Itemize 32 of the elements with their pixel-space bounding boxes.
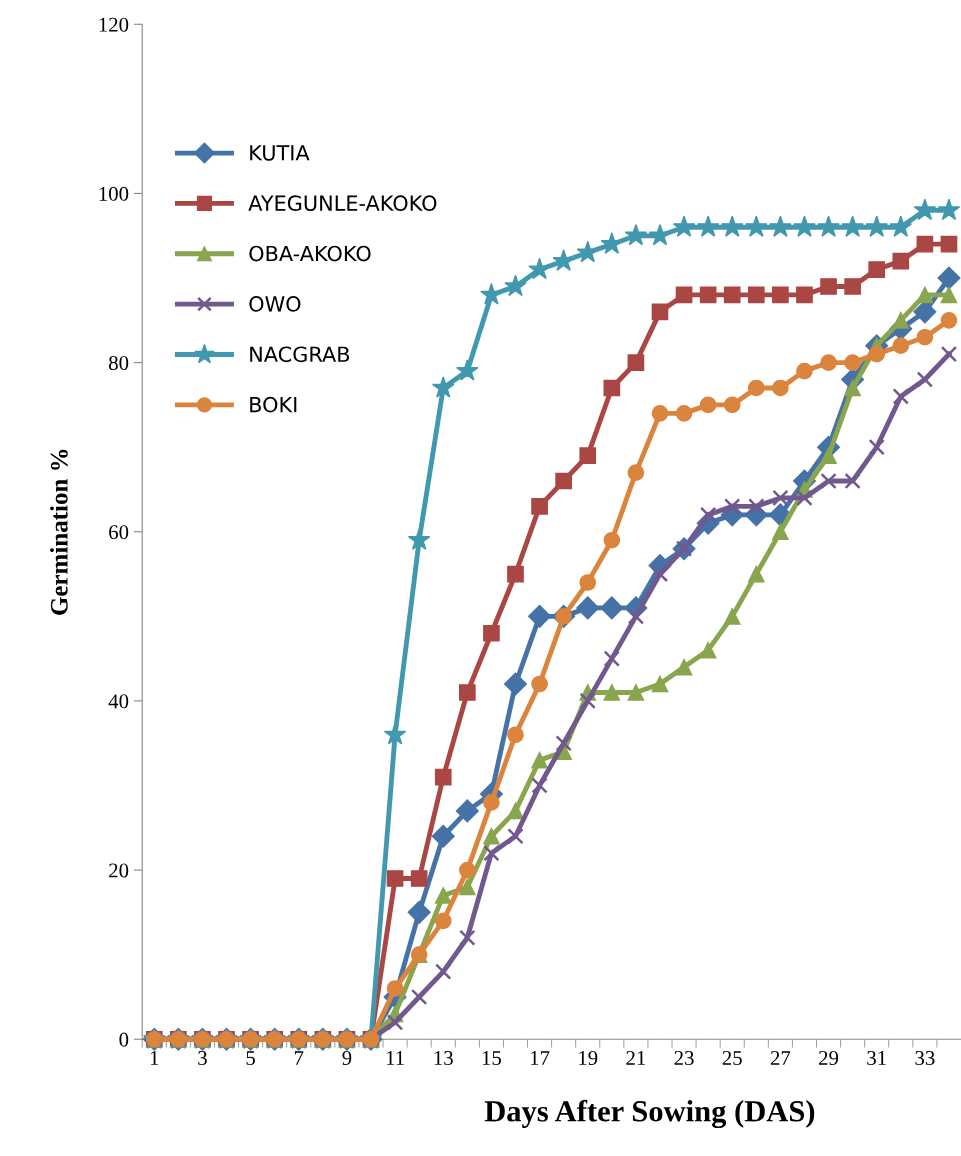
legend-label: AYEGUNLE-AKOKO bbox=[248, 195, 437, 212]
x-tick-label: 15 bbox=[482, 1051, 502, 1066]
y-tick-label: 40 bbox=[108, 694, 129, 709]
y-tick-label: 60 bbox=[109, 525, 129, 540]
y-tick-label: 100 bbox=[99, 186, 129, 201]
legend-label: OBA-AKOKO bbox=[249, 245, 371, 262]
x-tick-label: 13 bbox=[434, 1051, 453, 1066]
x-tick-label: 33 bbox=[915, 1051, 935, 1066]
x-tick-label: 17 bbox=[530, 1051, 550, 1065]
x-tick-label: 21 bbox=[626, 1051, 646, 1065]
x-tick-label: 11 bbox=[386, 1051, 404, 1065]
x-tick-label: 3 bbox=[198, 1051, 207, 1066]
legend-label: NACGRAB bbox=[250, 346, 350, 363]
x-tick-label: 25 bbox=[722, 1051, 742, 1066]
y-tick-label: 120 bbox=[99, 17, 129, 32]
y-tick-label: 20 bbox=[109, 863, 129, 878]
x-axis-title: Days After Sowing (DAS) bbox=[484, 1099, 815, 1129]
x-tick-label: 9 bbox=[342, 1051, 352, 1066]
legend-label: OWO bbox=[249, 296, 301, 312]
x-tick-label: 7 bbox=[294, 1051, 304, 1065]
x-tick-label: 5 bbox=[246, 1051, 255, 1066]
x-tick-label: 27 bbox=[770, 1051, 791, 1065]
x-tick-label: 29 bbox=[819, 1051, 839, 1066]
x-tick-label: 19 bbox=[579, 1051, 598, 1066]
legend-label: KUTIA bbox=[250, 145, 310, 161]
x-tick-label: 31 bbox=[867, 1051, 886, 1066]
y-tick-label: 80 bbox=[108, 355, 129, 371]
x-tick-label: 1 bbox=[150, 1051, 159, 1065]
y-axis-title: Germination % bbox=[50, 449, 68, 615]
legend-label: BOKI bbox=[250, 396, 297, 413]
x-tick-label: 23 bbox=[674, 1051, 694, 1066]
y-tick-label: 0 bbox=[119, 1032, 129, 1047]
